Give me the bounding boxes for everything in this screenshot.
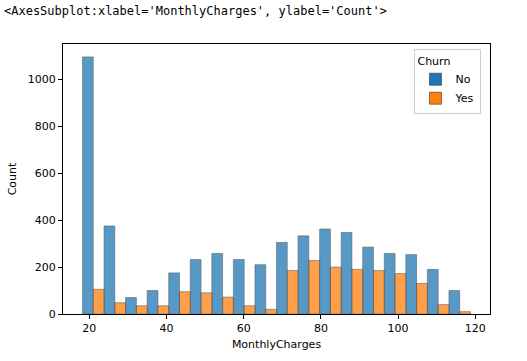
svg-text:40: 40	[159, 322, 173, 335]
svg-text:100: 100	[388, 322, 409, 335]
svg-text:600: 600	[35, 167, 56, 180]
svg-text:200: 200	[35, 261, 56, 274]
svg-text:Churn: Churn	[417, 55, 450, 68]
svg-text:Yes: Yes	[454, 92, 473, 105]
svg-text:60: 60	[237, 322, 251, 335]
svg-text:No: No	[455, 73, 470, 86]
svg-text:0: 0	[49, 308, 56, 321]
svg-text:800: 800	[35, 120, 56, 133]
svg-text:120: 120	[465, 322, 486, 335]
svg-text:400: 400	[35, 214, 56, 227]
svg-text:20: 20	[82, 322, 96, 335]
svg-text:MonthlyCharges: MonthlyCharges	[232, 338, 322, 351]
svg-text:80: 80	[314, 322, 328, 335]
html-text:<AxesSubplot:xlabel='MonthlyCh: <AxesSubplot:xlabel='MonthlyCharges', yl…	[4, 4, 387, 18]
svg-text:1000: 1000	[28, 73, 56, 86]
svg-text:Count: Count	[6, 162, 19, 195]
